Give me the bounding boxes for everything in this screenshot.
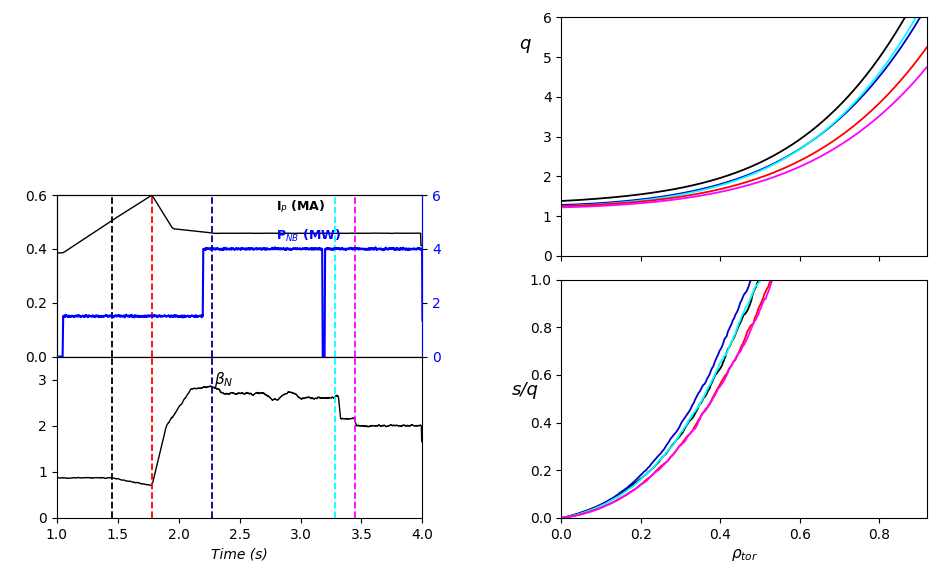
Text: P$_{NB}$ (MW): P$_{NB}$ (MW) xyxy=(276,228,342,244)
Y-axis label: q: q xyxy=(519,36,531,53)
X-axis label: $\rho_{tor}$: $\rho_{tor}$ xyxy=(730,547,758,563)
Y-axis label: s/q: s/q xyxy=(512,381,538,399)
Text: $\beta_N$: $\beta_N$ xyxy=(214,370,234,389)
X-axis label: Time (s): Time (s) xyxy=(211,547,268,561)
Text: I$_P$ (MA): I$_P$ (MA) xyxy=(276,199,325,215)
